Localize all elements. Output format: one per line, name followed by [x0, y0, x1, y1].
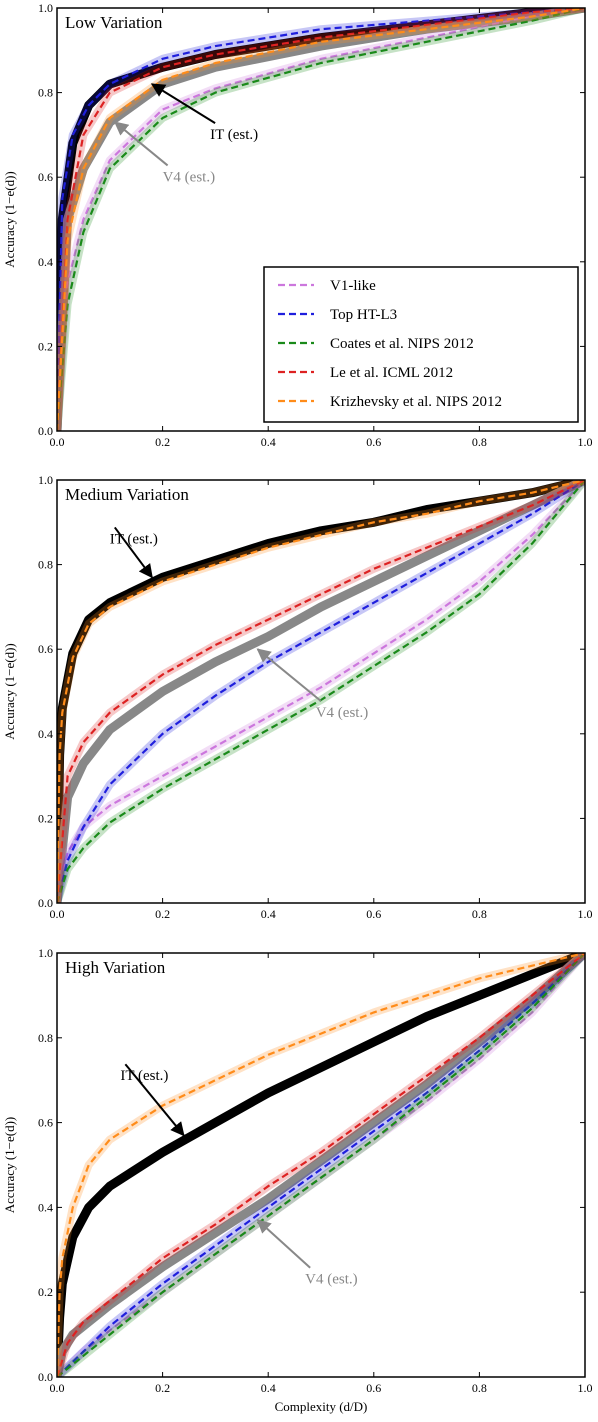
y-tick-label: 0.8 — [38, 1031, 53, 1045]
y-axis-label: Accuracy (1−e(d)) — [2, 171, 17, 267]
plot-frame — [56, 479, 586, 904]
x-tick-label: 0.8 — [472, 435, 487, 449]
x-tick-label: 0.4 — [261, 907, 276, 921]
annotation-arrow-v4-est — [113, 121, 169, 167]
y-axis-label: Accuracy (1−e(d)) — [2, 643, 17, 739]
panel-1: 0.0 0.2 0.4 0.6 0.8 1.0 0.0 0.2 0.4 0.6 0.8 1.0 Low … — [2, 1, 593, 449]
annotation-arrow-it-est — [150, 83, 216, 124]
series-line-top-ht-l3 — [57, 953, 585, 1377]
legend-box — [263, 266, 579, 423]
x-tick-label: 1.0 — [578, 1381, 593, 1395]
legend-entry: Coates et al. NIPS 2012 — [330, 336, 474, 352]
y-tick-label: 0.6 — [38, 642, 53, 656]
y-tick-label: 0.2 — [38, 811, 53, 825]
y-tick-label: 0.2 — [38, 1285, 53, 1299]
x-axis-label: Complexity (d/D) — [275, 1399, 368, 1414]
annotation-label-it-est: IT (est.) — [210, 127, 258, 143]
series-line-coates-et-al-nips-2012 — [57, 480, 585, 903]
x-tick-label: 0.4 — [261, 1381, 276, 1395]
panel-3: 0.0 0.2 0.4 0.6 0.8 1.0 0.0 0.2 0.4 0.6 0.8 1.0 High… — [2, 946, 593, 1414]
panel-title: Medium Variation — [65, 485, 189, 504]
panel-title: Low Variation — [65, 13, 163, 32]
x-tick-label: 0.0 — [50, 907, 65, 921]
y-tick-label: 0.0 — [38, 896, 53, 910]
x-tick-label: 0.8 — [472, 907, 487, 921]
series-line-coates-et-al-nips-2012 — [57, 953, 585, 1377]
y-tick-label: 0.0 — [38, 1370, 53, 1384]
x-tick-label: 1.0 — [578, 435, 593, 449]
x-tick-label: 0.2 — [155, 435, 170, 449]
series-line-krizhevsky-et-al-nips-2012 — [57, 953, 585, 1377]
x-tick-label: 0.2 — [155, 1381, 170, 1395]
y-axis-label: Accuracy (1−e(d)) — [2, 1117, 17, 1213]
x-tick-label: 0.2 — [155, 907, 170, 921]
series-group — [57, 480, 585, 903]
series-line-krizhevsky-et-al-nips-2012 — [57, 8, 585, 431]
series-group — [57, 953, 585, 1377]
legend-entry: Top HT-L3 — [330, 307, 397, 323]
panel-title: High Variation — [65, 958, 166, 977]
series-line-v1-like — [57, 8, 585, 431]
y-tick-label: 0.6 — [38, 1116, 53, 1130]
y-tick-label: 1.0 — [38, 473, 53, 487]
x-tick-label: 1.0 — [578, 907, 593, 921]
series-line-krizhevsky-et-al-nips-2012 — [57, 480, 585, 903]
annotation-label-v4-est: V4 (est.) — [305, 1272, 358, 1288]
annotation-label-v4-est: V4 (est.) — [316, 705, 369, 721]
annotation-arrow-v4-est — [256, 1219, 311, 1269]
annotation-arrow-it-est — [113, 526, 153, 579]
series-line-it-est — [57, 953, 585, 1377]
y-tick-label: 0.4 — [38, 255, 53, 269]
legend-entry: Le et al. ICML 2012 — [330, 365, 453, 381]
plot-frame — [56, 7, 586, 432]
annotation-label-v4-est: V4 (est.) — [163, 169, 216, 185]
x-tick-label: 0.4 — [261, 435, 276, 449]
annotation-label-it-est: IT (est.) — [110, 531, 158, 547]
x-tick-label: 0.0 — [50, 435, 65, 449]
y-tick-label: 0.6 — [38, 170, 53, 184]
y-tick-label: 0.8 — [38, 558, 53, 572]
y-tick-label: 0.8 — [38, 86, 53, 100]
x-tick-label: 0.6 — [366, 1381, 381, 1395]
plot-frame — [56, 952, 586, 1378]
x-tick-label: 0.8 — [472, 1381, 487, 1395]
y-tick-label: 0.4 — [38, 1200, 53, 1214]
series-line-v4-est — [57, 480, 585, 903]
y-tick-label: 0.2 — [38, 339, 53, 353]
x-tick-label: 0.6 — [366, 907, 381, 921]
legend-entry: V1-like — [330, 278, 376, 294]
legend: V1-like Top HT-L3 Coates et al. NIPS 2012 L… — [263, 266, 579, 423]
annotation-label-it-est: IT (est.) — [120, 1068, 168, 1084]
x-tick-label: 0.0 — [50, 1381, 65, 1395]
annotation-arrow-v4-est — [256, 648, 322, 702]
series-line-top-ht-l3 — [57, 8, 585, 431]
series-line-le-et-al-icml-2012 — [57, 480, 585, 903]
panel-2: 0.0 0.2 0.4 0.6 0.8 1.0 0.0 0.2 0.4 0.6 0.8 1.0 Medi… — [2, 473, 593, 921]
series-line-le-et-al-icml-2012 — [57, 953, 585, 1377]
series-line-coates-et-al-nips-2012 — [57, 8, 585, 431]
series-line-le-et-al-icml-2012 — [57, 8, 585, 431]
y-tick-label: 0.4 — [38, 727, 53, 741]
legend-entry: Krizhevsky et al. NIPS 2012 — [330, 394, 502, 410]
y-tick-label: 1.0 — [38, 946, 53, 960]
y-tick-label: 1.0 — [38, 1, 53, 15]
annotation-arrow-it-est — [124, 1063, 185, 1137]
series-group — [57, 8, 585, 431]
y-tick-label: 0.0 — [38, 424, 53, 438]
x-tick-label: 0.6 — [366, 435, 381, 449]
